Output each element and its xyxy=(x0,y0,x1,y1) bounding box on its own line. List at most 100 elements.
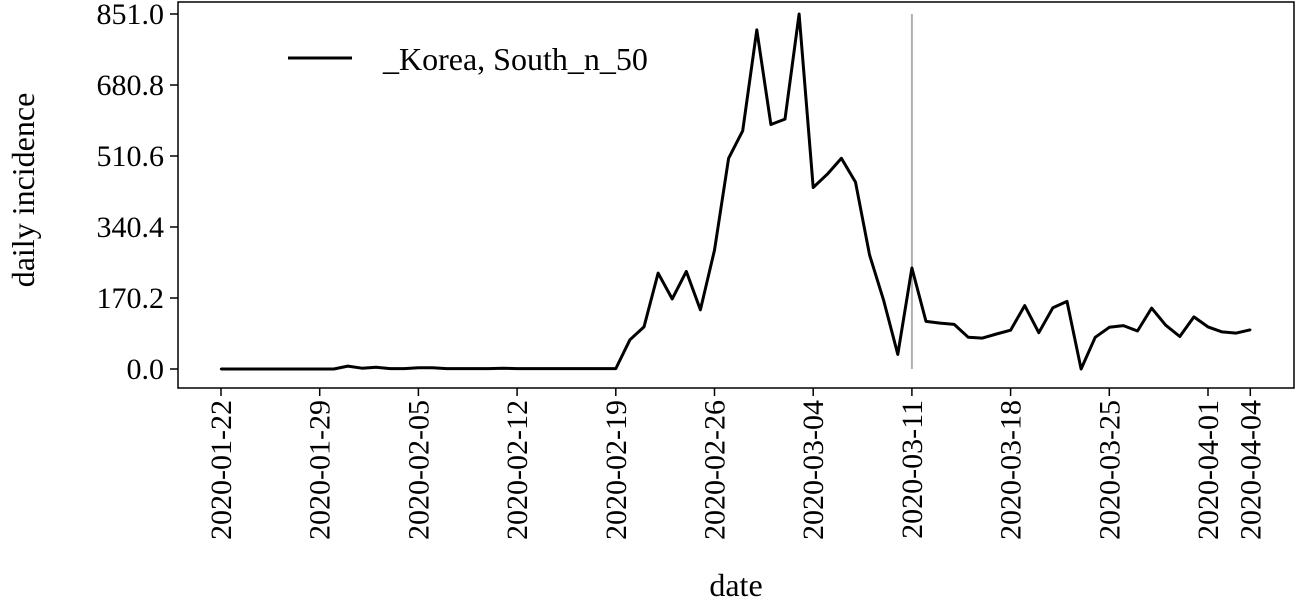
data-point xyxy=(826,172,829,176)
data-point xyxy=(360,366,364,370)
x-tick-label: 2020-04-04 xyxy=(1234,400,1267,540)
data-point xyxy=(713,248,716,252)
x-tick-label: 2020-01-22 xyxy=(205,400,238,540)
data-point xyxy=(1051,306,1055,309)
data-point xyxy=(1065,300,1069,303)
data-point xyxy=(1136,329,1139,333)
data-point xyxy=(840,157,843,160)
x-axis-title: date xyxy=(709,567,762,600)
legend-label: _Korea, South_n_50 xyxy=(382,41,648,77)
x-tick-label: 2020-02-05 xyxy=(402,400,435,540)
data-point xyxy=(290,367,293,371)
data-point xyxy=(797,12,801,16)
data-point xyxy=(741,129,744,133)
data-point xyxy=(459,367,462,370)
x-tick-label: 2020-04-01 xyxy=(1192,400,1225,540)
data-point xyxy=(1023,304,1026,307)
data-point xyxy=(304,367,307,371)
data-point xyxy=(699,308,702,311)
data-point xyxy=(1206,325,1210,329)
data-point xyxy=(1079,367,1083,371)
plot-frame xyxy=(177,1,1295,389)
data-point xyxy=(1108,326,1111,329)
data-point xyxy=(783,117,787,121)
data-point xyxy=(868,253,871,257)
x-tick-label: 2020-03-11 xyxy=(896,400,929,539)
data-point xyxy=(346,364,350,368)
data-point xyxy=(614,367,617,370)
data-point xyxy=(332,367,335,371)
data-point xyxy=(586,367,589,370)
data-point xyxy=(219,367,223,371)
data-point xyxy=(318,367,321,371)
data-point xyxy=(981,336,984,340)
x-tick-label: 2020-02-19 xyxy=(600,400,633,540)
y-tick-label: 510.6 xyxy=(97,140,165,173)
data-point xyxy=(515,367,519,370)
data-point xyxy=(600,367,603,370)
data-point xyxy=(248,367,251,371)
data-point xyxy=(938,321,942,325)
data-point xyxy=(487,367,491,370)
x-tick-label: 2020-02-12 xyxy=(501,400,534,540)
legend: _Korea, South_n_50 xyxy=(288,41,648,77)
data-point xyxy=(431,366,434,369)
data-point xyxy=(769,123,773,126)
data-point xyxy=(924,320,928,323)
data-point xyxy=(1164,323,1167,327)
data-point xyxy=(685,270,688,273)
data-point xyxy=(544,367,547,370)
data-point xyxy=(1178,335,1182,338)
data-point xyxy=(233,367,237,371)
y-tick-label: 680.8 xyxy=(97,69,165,102)
y-axis-title: daily incidence xyxy=(5,93,41,288)
data-point xyxy=(1235,331,1238,335)
data-point xyxy=(1192,315,1196,319)
data-point xyxy=(642,325,646,329)
series-group xyxy=(219,12,1252,371)
x-tick-label: 2020-03-04 xyxy=(797,400,830,540)
data-point xyxy=(1249,328,1252,331)
x-axis: 2020-01-22 2020-01-29 2020-02-05 2020-02-12… xyxy=(205,388,1267,540)
data-point xyxy=(1220,330,1224,334)
data-point xyxy=(262,367,265,371)
data-point xyxy=(882,299,885,302)
data-point xyxy=(896,353,899,356)
series-line xyxy=(221,12,1251,371)
y-tick-label: 851.0 xyxy=(97,0,165,31)
data-point xyxy=(572,367,575,370)
data-point xyxy=(910,266,914,270)
data-point xyxy=(656,271,660,275)
data-point xyxy=(671,297,674,301)
data-point xyxy=(389,367,392,370)
data-point xyxy=(276,367,279,371)
data-point xyxy=(445,367,448,370)
x-tick-label: 2020-03-18 xyxy=(995,400,1028,540)
data-point xyxy=(967,336,970,339)
data-point xyxy=(1009,329,1012,332)
data-point xyxy=(854,180,857,184)
data-point xyxy=(501,366,505,370)
data-point xyxy=(1037,331,1041,334)
data-point xyxy=(755,28,758,32)
x-tick-label: 2020-01-29 xyxy=(304,400,337,540)
x-tick-label: 2020-03-25 xyxy=(1093,400,1126,540)
data-point xyxy=(530,367,533,370)
y-tick-label: 0.0 xyxy=(127,353,165,386)
data-point xyxy=(995,332,998,336)
data-point xyxy=(417,366,420,369)
data-point xyxy=(727,157,730,160)
data-point xyxy=(473,367,476,370)
data-point xyxy=(1122,324,1125,327)
x-tick-label: 2020-02-26 xyxy=(699,400,732,540)
data-point xyxy=(628,338,632,341)
data-point xyxy=(812,186,815,189)
y-axis: 0.0 170.2 340.4 510.6 680.8 851.0 xyxy=(97,0,178,386)
data-point xyxy=(403,367,406,370)
y-tick-label: 170.2 xyxy=(97,282,165,315)
data-point xyxy=(558,367,561,370)
data-point xyxy=(1094,336,1097,339)
y-tick-label: 340.4 xyxy=(97,211,165,244)
data-point xyxy=(953,323,956,326)
